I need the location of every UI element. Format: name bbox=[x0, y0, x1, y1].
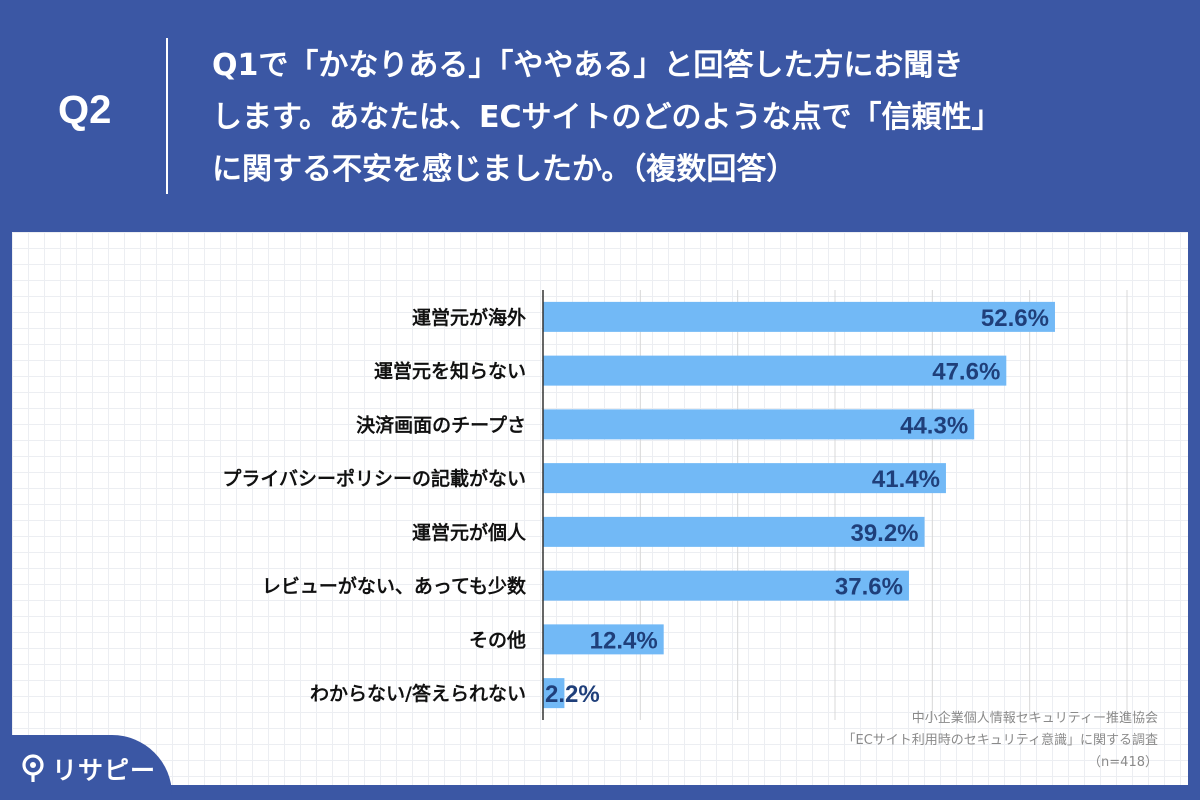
bar bbox=[543, 355, 1007, 386]
header-divider bbox=[166, 38, 168, 194]
value-label: 37.6% bbox=[835, 574, 903, 601]
value-label: 44.3% bbox=[900, 412, 968, 439]
chart-panel: 運営元が海外 52.6% 運営元を知らない 47.6% 決済画面のチープさ 44.3% プラ… bbox=[12, 232, 1188, 785]
bar bbox=[543, 463, 946, 494]
source-survey: 「ECサイト利用時のセキュリティ意識」に関する調査 bbox=[842, 733, 1158, 748]
value-label: 39.2% bbox=[850, 520, 918, 547]
category-label: 運営元が個人 bbox=[412, 521, 527, 544]
source-note: 中小企業個人情報セキュリティー推進協会 「ECサイト利用時のセキュリティ意識」に… bbox=[842, 708, 1158, 774]
bar bbox=[543, 678, 565, 709]
category-label: その他 bbox=[469, 628, 526, 651]
bar bbox=[543, 409, 975, 440]
bar bbox=[543, 301, 1055, 332]
source-org: 中小企業個人情報セキュリティー推進協会 bbox=[911, 711, 1158, 726]
category-label: わからない/答えられない bbox=[310, 682, 526, 705]
value-label: 47.6% bbox=[932, 359, 1000, 386]
bar bbox=[543, 570, 909, 601]
category-label: 決済画面のチープさ bbox=[356, 413, 526, 436]
pin-icon bbox=[22, 754, 44, 782]
question-line: Q1で「かなりある」「ややある」と回答した方にお聞き bbox=[212, 48, 964, 83]
logo-tab bbox=[0, 735, 172, 800]
question-line: します。あなたは、ECサイトのどのような点で「信頼性」 bbox=[212, 100, 1002, 135]
logo-text: リサピー bbox=[52, 756, 157, 785]
source-sample-size: （n=418） bbox=[1088, 755, 1158, 770]
bar-chart: 運営元が海外 52.6% 運営元を知らない 47.6% 決済画面のチープさ 44.3% プラ… bbox=[222, 290, 1128, 720]
value-label: 41.4% bbox=[872, 466, 940, 493]
value-label: 2.2% bbox=[545, 681, 600, 708]
category-label: 運営元が海外 bbox=[412, 306, 526, 329]
brand-logo: リサピー bbox=[20, 752, 156, 786]
question-number: Q2 bbox=[58, 88, 112, 132]
question-text: Q1で「かなりある」「ややある」と回答した方にお聞き します。あなたは、ECサイ… bbox=[212, 40, 1172, 196]
bar bbox=[543, 516, 925, 547]
category-label: プライバシーポリシーの記載がない bbox=[222, 467, 526, 490]
category-label: 運営元を知らない bbox=[374, 360, 526, 383]
question-line: に関する不安を感じましたか。（複数回答） bbox=[212, 152, 797, 187]
bar bbox=[543, 624, 664, 655]
category-label: レビューがない、あっても少数 bbox=[262, 575, 527, 598]
value-label: 52.6% bbox=[981, 305, 1049, 332]
value-label: 12.4% bbox=[590, 627, 658, 654]
